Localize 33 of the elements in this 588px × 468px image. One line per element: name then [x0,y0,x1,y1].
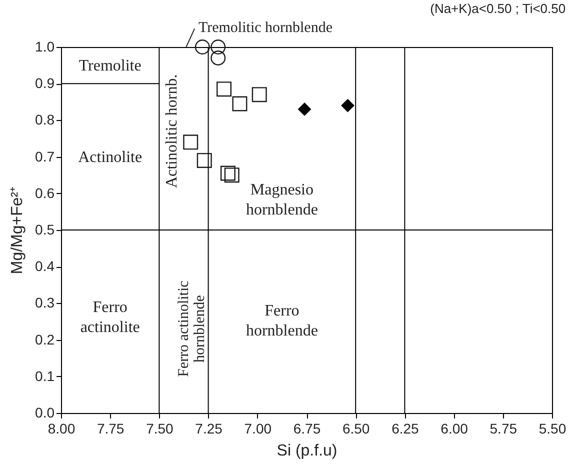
y-tick-label: 1.0 [35,38,55,54]
y-axis-title: Mg/Mg+Fe²⁺ [9,186,26,274]
x-tick-label: 7.00 [244,420,272,436]
x-tick-label: 7.25 [195,420,223,436]
annotation: Actinolite [78,148,142,166]
x-tick-label: 8.00 [48,420,76,436]
annotation: Tremolite [78,57,142,74]
y-tick-label: 0.1 [35,368,55,384]
x-tick-label: 6.50 [342,420,370,436]
x-axis-title: Si (p.f.u) [276,442,338,460]
annotation: Ferro actinolite [80,298,140,336]
y-tick-label: 0.0 [35,404,55,420]
y-tick-label: 0.4 [35,258,55,274]
y-tick-label: 0.5 [35,222,55,238]
x-tick-label: 6.75 [293,420,321,436]
x-tick-label: 5.75 [490,420,518,436]
text: Tremolitic hornblende [198,20,333,36]
annotation: Magnesio hornblende [246,182,318,219]
x-tick-label: 5.50 [538,420,566,436]
y-tick-label: 0.6 [35,184,55,201]
y-tick-label: 0.2 [35,331,55,348]
x-tick-label: 6.00 [440,420,468,436]
annotation: Ferro hornblende [246,302,318,340]
chart-title: (Na+K)a<0.50 ; Ti<0.50 [430,0,566,16]
x-tick-label: 7.75 [96,420,124,436]
x-tick-label: 6.25 [392,420,420,436]
x-tick-label: 7.50 [146,420,174,436]
annotation: Actinolitic hornb. [163,74,180,188]
y-tick-label: 0.7 [35,148,55,164]
annotation: Ferro actinolitic hornblende [176,280,208,377]
y-tick-label: 0.9 [35,75,55,92]
y-tick-label: 0.3 [35,294,55,311]
y-tick-label: 0.8 [35,112,55,128]
